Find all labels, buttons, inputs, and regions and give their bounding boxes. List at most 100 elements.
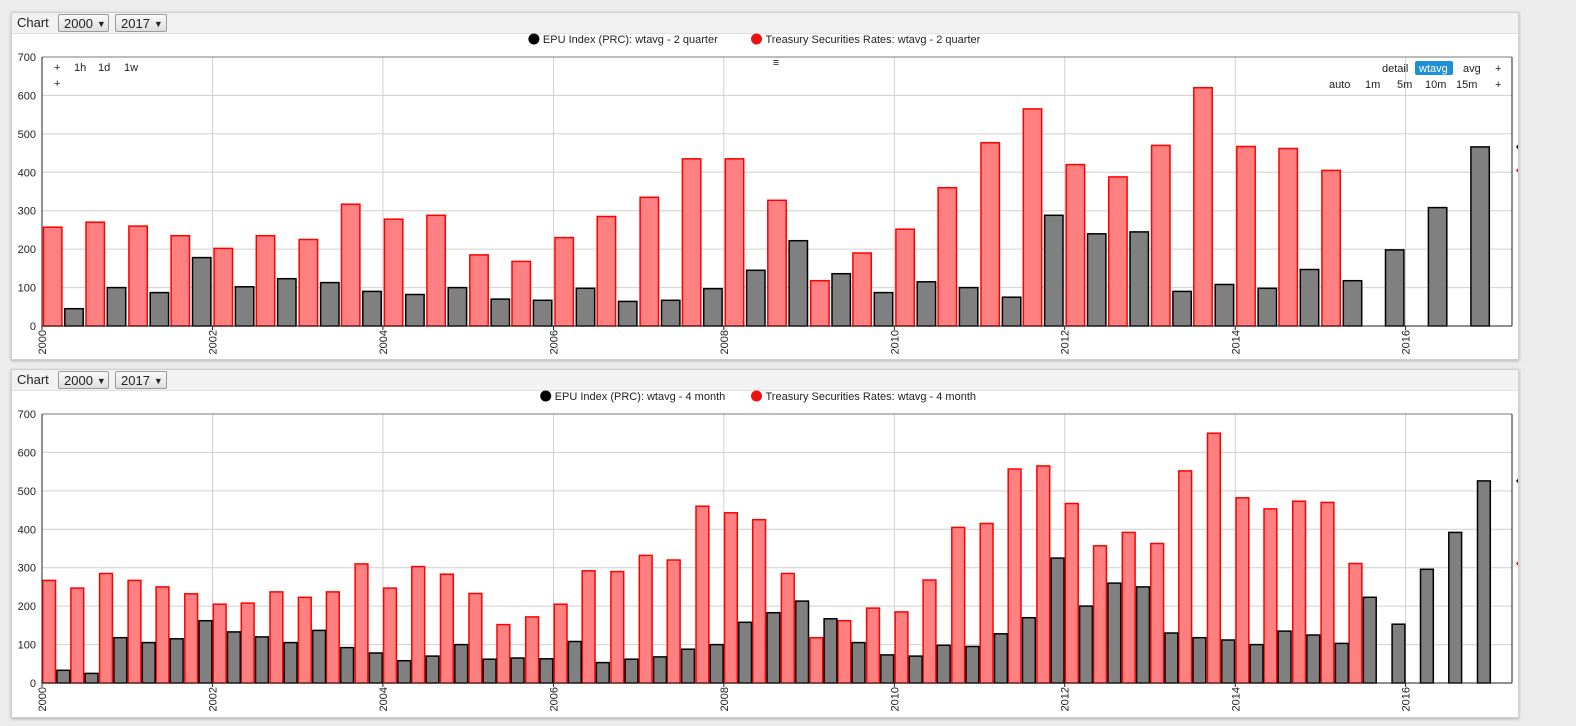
epu-bar[interactable]	[106, 286, 127, 327]
start-year-select[interactable]: 2000 ▼	[58, 371, 109, 389]
epu-bar[interactable]	[1220, 639, 1236, 684]
epu-bar[interactable]	[794, 600, 810, 684]
treasury-bar[interactable]	[298, 238, 319, 327]
epu-bar[interactable]	[1107, 582, 1122, 684]
epu-bar[interactable]	[454, 643, 469, 684]
epu-bar[interactable]	[141, 641, 156, 684]
epu-bar[interactable]	[425, 655, 440, 684]
treasury-bar[interactable]	[297, 596, 312, 684]
epu-bar[interactable]	[567, 640, 582, 684]
treasury-bar[interactable]	[1263, 508, 1278, 684]
wtavg-mode-button[interactable]: wtavg	[1418, 63, 1448, 75]
epu-bar[interactable]	[276, 277, 297, 327]
treasury-bar[interactable]	[127, 579, 142, 684]
epu-bar[interactable]	[766, 611, 781, 684]
treasury-bar[interactable]	[1236, 145, 1256, 327]
period-auto-button[interactable]: auto	[1329, 79, 1350, 91]
treasury-bar[interactable]	[184, 593, 199, 684]
epu-bar[interactable]	[1448, 531, 1463, 684]
treasury-bar[interactable]	[1107, 176, 1128, 327]
period-15m-button[interactable]: 15m	[1456, 79, 1477, 91]
epu-bar[interactable]	[198, 619, 213, 684]
treasury-bar[interactable]	[1150, 144, 1171, 327]
treasury-bar[interactable]	[751, 518, 767, 684]
treasury-bar[interactable]	[1036, 465, 1051, 684]
epu-bar[interactable]	[1135, 586, 1151, 684]
epu-bar[interactable]	[680, 648, 696, 684]
epu-bar[interactable]	[532, 299, 553, 327]
treasury-bar[interactable]	[1193, 86, 1213, 327]
treasury-bar[interactable]	[1320, 501, 1335, 684]
epu-bar[interactable]	[958, 286, 979, 327]
epu-bar[interactable]	[965, 645, 980, 684]
epu-bar[interactable]	[1001, 296, 1022, 327]
epu-bar[interactable]	[226, 631, 242, 684]
treasury-bar[interactable]	[581, 570, 596, 684]
epu-bar[interactable]	[993, 633, 1009, 684]
epu-bar[interactable]	[1384, 249, 1405, 327]
treasury-bar[interactable]	[426, 214, 447, 327]
treasury-bar[interactable]	[213, 247, 234, 327]
epu-bar[interactable]	[1257, 287, 1278, 327]
treasury-bar[interactable]	[496, 623, 511, 684]
epu-bar[interactable]	[1050, 557, 1065, 684]
treasury-bar[interactable]	[383, 218, 404, 327]
treasury-bar[interactable]	[354, 563, 369, 684]
treasury-bar[interactable]	[681, 158, 702, 327]
zoom-expand-button[interactable]: +	[54, 62, 60, 74]
epu-bar[interactable]	[936, 644, 951, 684]
epu-bar[interactable]	[1129, 231, 1150, 327]
treasury-bar[interactable]	[553, 603, 568, 684]
treasury-bar[interactable]	[70, 587, 85, 684]
epu-bar[interactable]	[575, 287, 596, 327]
treasury-bar[interactable]	[951, 526, 966, 684]
epu-bar[interactable]	[362, 290, 382, 327]
treasury-bar[interactable]	[980, 141, 1001, 327]
treasury-bar[interactable]	[724, 158, 745, 327]
epu-bar[interactable]	[283, 641, 298, 684]
epu-bar[interactable]	[339, 646, 355, 684]
epu-bar[interactable]	[447, 286, 468, 327]
treasury-bar[interactable]	[269, 591, 284, 684]
epu-bar[interactable]	[908, 655, 923, 684]
treasury-bar[interactable]	[895, 228, 916, 327]
treasury-bar[interactable]	[340, 203, 361, 327]
epu-bar[interactable]	[539, 658, 554, 684]
treasury-bar[interactable]	[1348, 562, 1363, 684]
epu-bar[interactable]	[404, 293, 425, 327]
epu-bar[interactable]	[1277, 630, 1292, 684]
end-year-select[interactable]: 2017 ▼	[115, 371, 167, 389]
epu-bar[interactable]	[191, 256, 212, 327]
treasury-bar[interactable]	[155, 586, 170, 684]
treasury-bar[interactable]	[212, 603, 227, 684]
epu-bar[interactable]	[1299, 268, 1320, 327]
epu-bar[interactable]	[1334, 642, 1349, 684]
avg-mode-button[interactable]: avg	[1463, 63, 1481, 75]
period-5m-button[interactable]: 5m	[1397, 79, 1412, 91]
treasury-bar[interactable]	[809, 279, 830, 327]
epu-bar[interactable]	[84, 672, 99, 684]
treasury-bar[interactable]	[554, 236, 575, 327]
epu-bar[interactable]	[617, 300, 638, 327]
treasury-bar[interactable]	[240, 602, 255, 684]
treasury-bar[interactable]	[1007, 468, 1022, 684]
epu-bar[interactable]	[788, 239, 809, 327]
epu-bar[interactable]	[1342, 279, 1363, 327]
epu-bar[interactable]	[880, 654, 895, 684]
epu-bar[interactable]	[823, 618, 838, 684]
epu-bar[interactable]	[397, 659, 412, 684]
epu-bar[interactable]	[319, 281, 340, 327]
zoom-1h-button[interactable]: 1h	[74, 62, 86, 74]
treasury-bar[interactable]	[979, 522, 994, 684]
treasury-bar[interactable]	[1121, 531, 1136, 684]
epu-bar[interactable]	[1214, 283, 1235, 327]
detail-mode-button[interactable]: detail	[1382, 63, 1408, 75]
epu-bar[interactable]	[56, 669, 71, 684]
epu-bar[interactable]	[510, 657, 525, 684]
treasury-bar[interactable]	[41, 579, 57, 684]
treasury-bar[interactable]	[865, 607, 881, 684]
treasury-bar[interactable]	[596, 215, 617, 327]
epu-bar[interactable]	[1078, 605, 1094, 684]
epu-bar[interactable]	[1249, 643, 1264, 684]
epu-bar[interactable]	[1362, 596, 1377, 684]
